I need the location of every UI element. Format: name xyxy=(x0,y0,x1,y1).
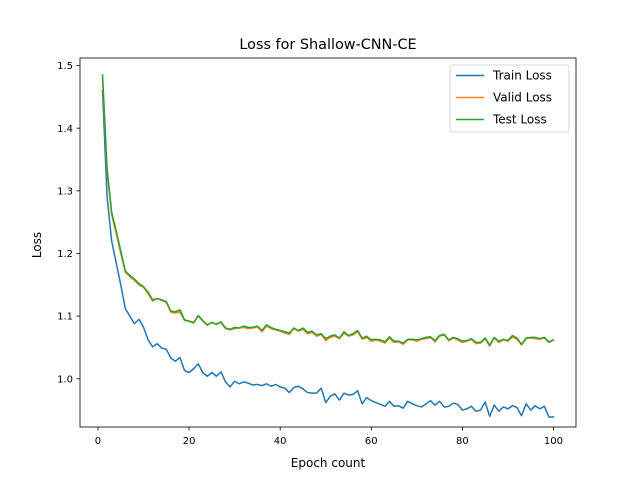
series-layer xyxy=(101,74,555,418)
series-line-test-loss xyxy=(101,74,555,346)
x-tick-label: 80 xyxy=(456,436,469,447)
legend-label: Valid Loss xyxy=(493,91,552,105)
series-line-valid-loss xyxy=(101,77,555,347)
x-tick-label: 100 xyxy=(544,436,563,447)
y-tick-label: 1.1 xyxy=(57,312,73,323)
series-line-train-loss xyxy=(101,89,555,418)
y-axis-label: Loss xyxy=(30,232,44,258)
x-tick-label: 40 xyxy=(274,436,287,447)
legend-box xyxy=(449,64,570,133)
x-tick-label: 60 xyxy=(365,436,378,447)
axes-layer: 0 20 40 60 80 100 1.0 1.1 1.2 1.3 1.4 1.5 xyxy=(57,57,577,447)
x-tick-label: 0 xyxy=(95,436,101,447)
x-tick-label: 20 xyxy=(183,436,196,447)
y-tick-label: 1.4 xyxy=(57,124,73,135)
x-axis-label: Epoch count xyxy=(291,456,366,470)
plot-frame xyxy=(79,57,577,428)
legend-label: Test Loss xyxy=(492,113,547,127)
y-tick-label: 1.2 xyxy=(57,249,73,260)
y-tick-label: 1.3 xyxy=(57,186,73,197)
legend: Train Loss Valid Loss Test Loss xyxy=(449,64,570,133)
y-tick-label: 1.0 xyxy=(57,374,73,385)
y-tick-label: 1.5 xyxy=(57,61,73,72)
legend-label: Train Loss xyxy=(492,69,552,83)
chart-title: Loss for Shallow-CNN-CE xyxy=(239,37,416,53)
